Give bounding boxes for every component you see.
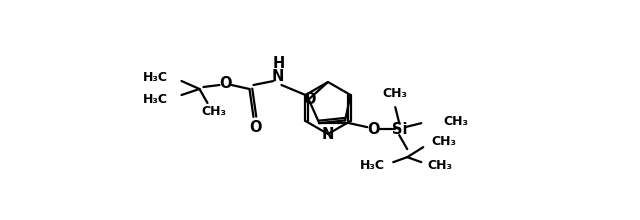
Text: CH₃: CH₃	[444, 115, 468, 128]
Text: N: N	[322, 126, 334, 141]
Text: H₃C: H₃C	[143, 70, 168, 84]
Text: H: H	[273, 55, 285, 70]
Text: O: O	[249, 119, 262, 134]
Text: CH₃: CH₃	[201, 104, 226, 117]
Text: H₃C: H₃C	[143, 92, 168, 106]
Text: CH₃: CH₃	[383, 87, 408, 100]
Text: O: O	[303, 92, 316, 107]
Text: H₃C: H₃C	[360, 159, 385, 172]
Text: O: O	[220, 75, 232, 90]
Text: O: O	[367, 122, 380, 137]
Text: CH₃: CH₃	[431, 135, 456, 148]
Text: Si: Si	[392, 122, 407, 137]
Text: N: N	[271, 68, 284, 84]
Text: CH₃: CH₃	[428, 159, 452, 172]
